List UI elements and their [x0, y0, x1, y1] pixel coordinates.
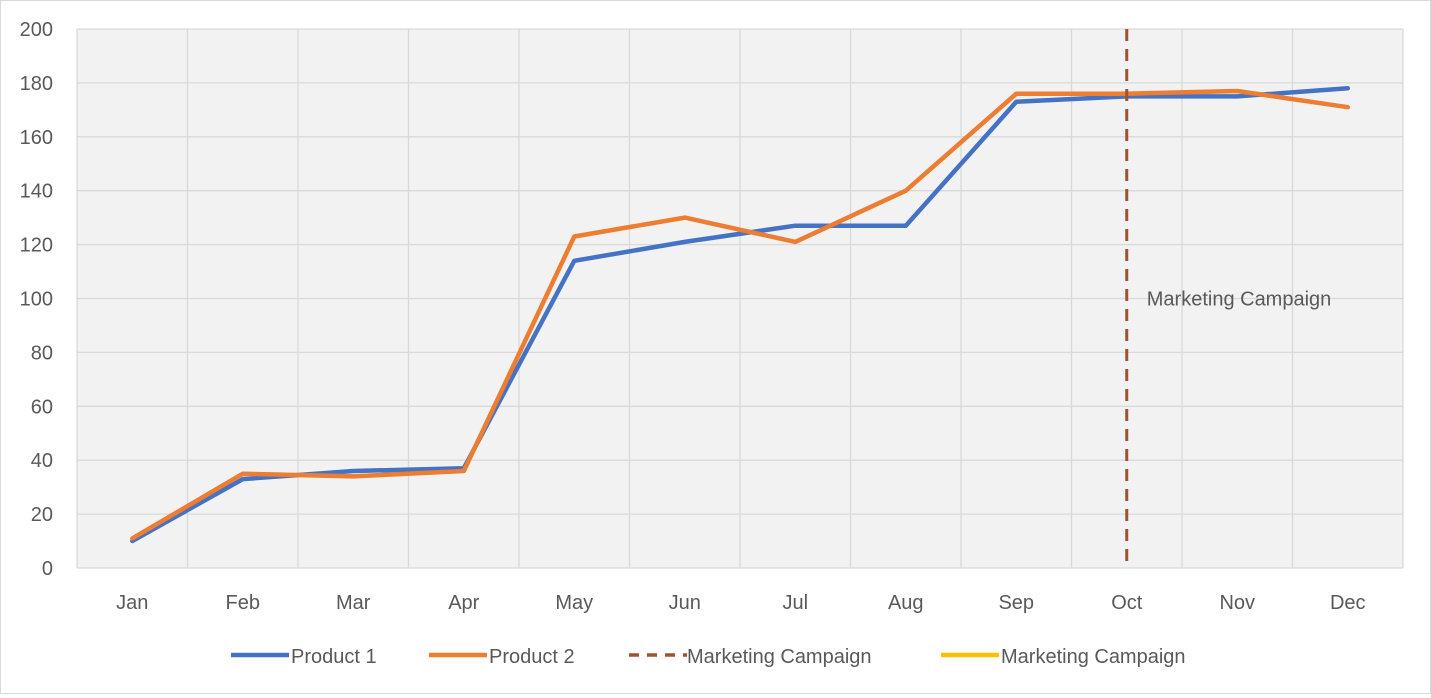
y-tick-label: 200 — [20, 19, 53, 41]
x-tick-label: Jan — [116, 592, 148, 614]
series-lines — [130, 86, 1351, 544]
marketing-campaign-annotation: Marketing Campaign — [1147, 289, 1332, 311]
y-tick-label: 160 — [20, 127, 53, 149]
x-tick-label: Apr — [448, 592, 479, 614]
x-tick-label: Aug — [888, 592, 924, 614]
y-tick-label: 140 — [20, 181, 53, 203]
x-tick-label: Feb — [226, 592, 260, 614]
legend-label: Product 2 — [489, 646, 575, 668]
legend-label: Marketing Campaign — [1001, 646, 1186, 668]
series-line-product-1 — [130, 86, 1351, 544]
x-tick-label: Jul — [782, 592, 808, 614]
x-tick-label: May — [555, 592, 593, 614]
x-tick-label: Jun — [669, 592, 701, 614]
y-tick-label: 180 — [20, 73, 53, 95]
x-tick-label: Mar — [336, 592, 371, 614]
y-tick-label: 0 — [42, 558, 53, 580]
series-line-product-2 — [130, 88, 1351, 541]
y-tick-label: 20 — [31, 504, 53, 526]
x-tick-label: Sep — [998, 592, 1034, 614]
x-tick-label: Nov — [1219, 592, 1255, 614]
x-tick-label: Dec — [1330, 592, 1366, 614]
gridlines — [76, 28, 1404, 569]
y-tick-label: 100 — [20, 289, 53, 311]
campaign-marker: Marketing Campaign — [1125, 29, 1332, 568]
y-tick-label: 40 — [31, 450, 53, 472]
legend: Product 1 Product 2 Marketing Campaign Mark… — [231, 646, 1186, 668]
y-axis-ticks: 0 20 40 60 80 100 120 140 160 180 200 — [20, 19, 53, 580]
legend-label: Marketing Campaign — [687, 646, 872, 668]
y-tick-label: 120 — [20, 235, 53, 257]
legend-label: Product 1 — [291, 646, 377, 668]
y-tick-label: 80 — [31, 342, 53, 364]
x-axis-ticks: Jan Feb Mar Apr May Jun Jul Aug Sep Oct Nov Dec — [116, 592, 1365, 614]
x-tick-label: Oct — [1111, 592, 1143, 614]
y-tick-label: 60 — [31, 396, 53, 418]
